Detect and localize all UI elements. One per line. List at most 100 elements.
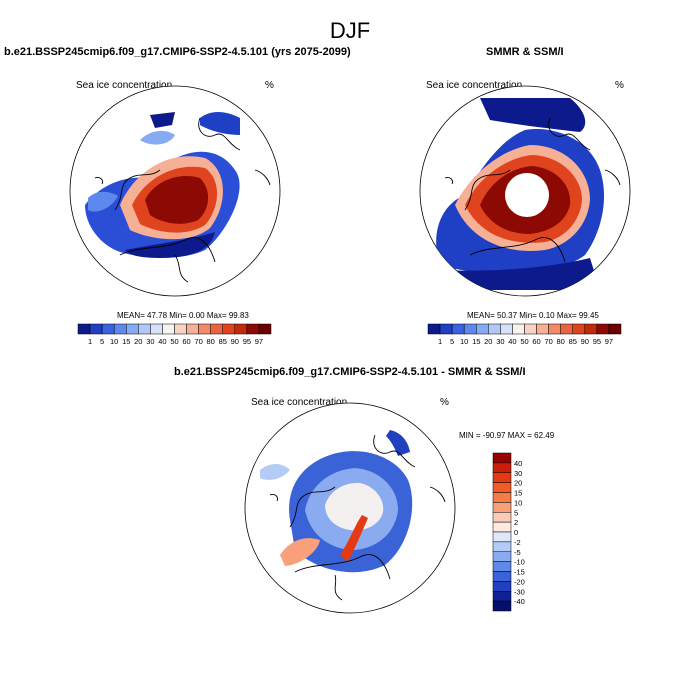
panel2-variable: Sea ice concentration <box>426 80 523 91</box>
panel3-colorbar-tick-label: 5 <box>514 508 518 517</box>
panel3-colorbar-tick-label: 2 <box>514 518 518 527</box>
panel3-colorbar-swatch <box>492 591 512 602</box>
panel1-colorbar-tick-label: 85 <box>219 337 227 346</box>
panel3-colorbar-tick-label: 0 <box>514 528 518 537</box>
panel1-colorbar-tick-label: 70 <box>194 337 202 346</box>
panel3-coastlines <box>269 434 446 601</box>
panel3-colorbar-swatch <box>492 521 512 533</box>
panel1-colorbar-swatch <box>89 323 103 335</box>
panel1-units: % <box>265 80 274 91</box>
panel3-colorbar-tick-label: 40 <box>514 459 522 468</box>
page-title: DJF <box>329 18 371 43</box>
panel1-colorbar-swatch <box>138 323 151 335</box>
panel2-colorbar: 1 5 10 15 20 30 40 50 60 70 80 85 90 95 97 <box>427 323 622 346</box>
panel3-colorbar-tick-label: 20 <box>514 479 522 488</box>
panel3-colorbar-swatch <box>492 541 512 552</box>
panel2-colorbar-swatch <box>488 323 501 335</box>
panel1-colorbar-tick-label: 60 <box>182 337 190 346</box>
panel3-map <box>244 402 456 614</box>
panel2-colorbar-tick-label: 50 <box>520 337 528 346</box>
panel1-colorbar-tick-label: 90 <box>231 337 239 346</box>
panel3-colorbar-tick-label: -2 <box>514 538 521 547</box>
panel3-colorbar-swatch <box>492 482 512 493</box>
panel1-colorbar-tick-label: 5 <box>100 337 104 346</box>
panel2-colorbar-swatch <box>439 323 453 335</box>
panel3-colorbar-swatch <box>492 492 512 503</box>
panel3-colorbar-swatch <box>492 561 512 572</box>
panel2-colorbar-swatch <box>427 323 441 335</box>
panel3-colorbar-tick-label: -20 <box>514 577 525 586</box>
panel1-colorbar-tick-label: 80 <box>207 337 215 346</box>
panel2-coastlines <box>444 117 621 263</box>
panel1-colorbar-swatch <box>174 323 187 335</box>
panel1-colorbar-tick-label: 97 <box>255 337 263 346</box>
panel2-colorbar-swatch <box>451 323 465 335</box>
panel2-colorbar-swatch <box>500 323 513 335</box>
panel1-colorbar-swatch <box>210 323 223 335</box>
panel2-stats: MEAN= 50.37 Min= 0.10 Max= 99.45 <box>467 311 599 320</box>
panel1-colorbar-swatch <box>150 323 163 335</box>
panel2-colorbar-swatch <box>608 323 622 335</box>
panel3-colorbar-swatch <box>492 571 512 582</box>
panel3-colorbar-tick-label: 30 <box>514 469 522 478</box>
panel3-colorbar-swatch <box>492 581 512 592</box>
panel1-colorbar-swatch <box>222 323 236 335</box>
panel2-colorbar-swatch <box>536 323 549 335</box>
panel1-colorbar-tick-label: 15 <box>122 337 130 346</box>
panel1-map <box>69 85 281 297</box>
panel3-units: % <box>440 397 449 408</box>
panel2-colorbar-tick-label: 10 <box>460 337 468 346</box>
panel2-colorbar-swatch <box>476 323 489 335</box>
panel2-title: SMMR & SSM/I <box>486 46 564 58</box>
panel3-stats: MIN = -90.97 MAX = 62.49 <box>459 431 555 440</box>
panel2-colorbar-swatch <box>524 323 537 335</box>
panel2-colorbar-tick-label: 95 <box>593 337 601 346</box>
panel1-colorbar-tick-label: 95 <box>243 337 251 346</box>
panel3-colorbar-swatch <box>492 551 512 562</box>
panel1-colorbar-tick-label: 40 <box>158 337 166 346</box>
panel2-colorbar-swatch <box>560 323 573 335</box>
panel3-colorbar-tick-label: 15 <box>514 489 522 498</box>
panel2-colorbar-tick-label: 30 <box>496 337 504 346</box>
panel2-colorbar-swatch <box>548 323 561 335</box>
panel1-stats: MEAN= 47.78 Min= 0.00 Max= 99.83 <box>117 311 249 320</box>
panel2-colorbar-tick-label: 20 <box>484 337 492 346</box>
panel3-variable: Sea ice concentration <box>251 397 348 408</box>
panel2-colorbar-tick-label: 15 <box>472 337 480 346</box>
panel2-colorbar-swatch <box>463 323 477 335</box>
panel2-colorbar-tick-label: 97 <box>605 337 613 346</box>
panel3-title: b.e21.BSSP245cmip6.f09_g17.CMIP6-SSP2-4.… <box>174 366 526 378</box>
panel2-colorbar-swatch <box>512 323 525 335</box>
panel1-colorbar-swatch <box>186 323 199 335</box>
panel1-colorbar-tick-label: 50 <box>170 337 178 346</box>
panel3-diff-field <box>260 430 413 573</box>
panel1-colorbar-tick-label: 1 <box>88 337 92 346</box>
panel1-colorbar-swatch <box>198 323 211 335</box>
panel3-colorbar-tick-label: -30 <box>514 587 525 596</box>
panel1-colorbar-swatch <box>113 323 127 335</box>
panel3-colorbar-tick-label: -5 <box>514 548 521 557</box>
panel2-colorbar-tick-label: 80 <box>557 337 565 346</box>
panel2-colorbar-swatch <box>596 323 610 335</box>
panel2-colorbar-tick-label: 40 <box>508 337 516 346</box>
panel1-colorbar-swatch <box>77 323 91 335</box>
panel1-colorbar-swatch <box>126 323 139 335</box>
panel1-colorbar-swatch <box>162 323 175 335</box>
panel2-colorbar-tick-label: 5 <box>450 337 454 346</box>
panel3-colorbar-tick-label: 10 <box>514 498 522 507</box>
panel3-colorbar-swatch <box>492 472 512 483</box>
panel3-colorbar-tick-label: -40 <box>514 597 525 606</box>
panel2-ice-field <box>436 98 605 290</box>
panel2-map <box>419 85 631 297</box>
panel2-colorbar-tick-label: 90 <box>581 337 589 346</box>
panel2-colorbar-tick-label: 70 <box>544 337 552 346</box>
panel2-colorbar-tick-label: 60 <box>532 337 540 346</box>
panel3-colorbar-swatch <box>492 531 512 543</box>
panel1-colorbar-swatch <box>246 323 260 335</box>
panel1-variable: Sea ice concentration <box>76 80 173 91</box>
panel3-colorbar-tick-label: -10 <box>514 558 525 567</box>
panel1-colorbar-tick-label: 10 <box>110 337 118 346</box>
panel3-colorbar-swatch <box>492 452 512 464</box>
panel1-colorbar-swatch <box>234 323 248 335</box>
